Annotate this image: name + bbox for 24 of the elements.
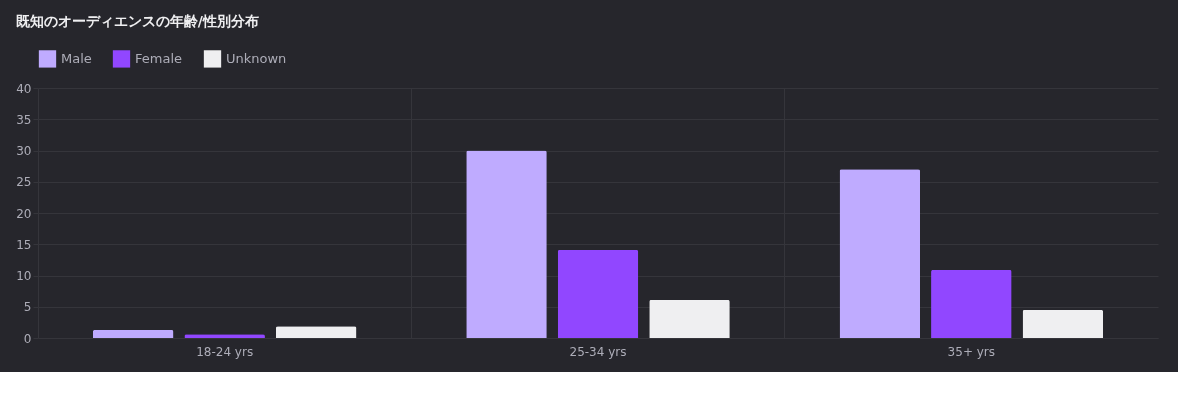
y-tick-label: 20 <box>16 206 32 221</box>
bar <box>839 169 921 338</box>
bar <box>649 299 730 338</box>
x-tick-label: 25-34 yrs <box>569 344 627 359</box>
legend-label: Unknown <box>226 50 287 66</box>
legend-label: Male <box>61 50 92 66</box>
y-tick-label: 15 <box>16 237 32 252</box>
y-tick-label: 5 <box>23 300 32 315</box>
bar <box>557 249 639 338</box>
bar <box>275 326 357 338</box>
bar <box>466 150 547 338</box>
bar <box>931 269 1012 338</box>
y-tick-label: 40 <box>16 81 32 96</box>
y-tick-label: 25 <box>16 175 32 190</box>
bar <box>92 329 174 338</box>
y-tick-label: 10 <box>16 269 32 283</box>
y-tick-label: 0 <box>23 331 32 346</box>
chart-title: 既知のオーディエンスの年齢/性別分布 <box>15 13 259 29</box>
legend-label: Female <box>135 50 183 66</box>
y-tick-label: 30 <box>16 144 32 158</box>
x-tick-label: 35+ yrs <box>947 344 996 359</box>
bar <box>1022 309 1104 338</box>
x-tick-label: 18-24 yrs <box>196 344 254 359</box>
y-tick-label: 35 <box>16 112 32 127</box>
